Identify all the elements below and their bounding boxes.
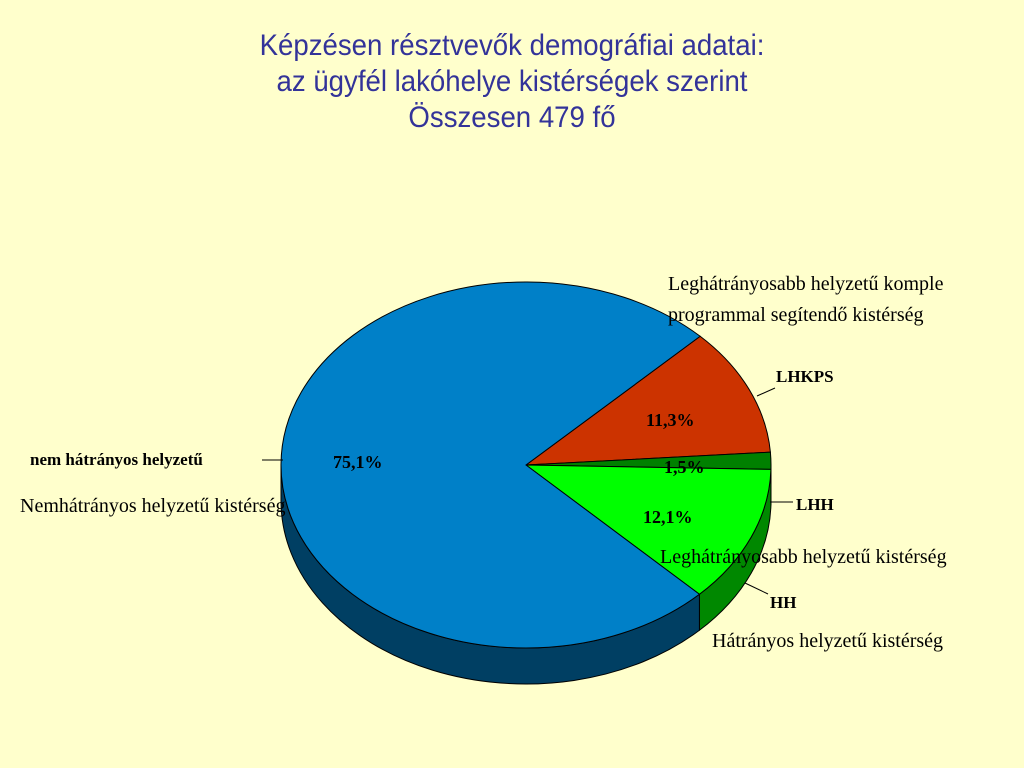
- category-label-lhh: LHH: [796, 495, 834, 514]
- category-label-hh: HH: [770, 593, 796, 612]
- category-label-nem: nem hátrányos helyzetű: [30, 450, 203, 469]
- description-lhkps-line2: programmal segítendő kistérség: [668, 304, 924, 326]
- leader-line-lhkps: [756, 387, 776, 397]
- description-hh: Hátrányos helyzetű kistérség: [712, 630, 943, 652]
- pie-slice-lhkps: [524, 335, 771, 466]
- title-line-2: az ügyfél lakóhelye kistérségek szerint: [276, 65, 748, 98]
- description-nem: Nemhátrányos helyzetű kistérség: [20, 495, 285, 517]
- title-line-3: Összesen 479 fő: [408, 101, 616, 134]
- category-label-lhkps: LHKPS: [776, 367, 834, 386]
- title-line-1: Képzésen résztvevők demográfiai adatai:: [259, 29, 765, 62]
- pie-slices: [280, 281, 772, 649]
- leader-line-hh: [744, 582, 769, 595]
- pie-slice-hh: [524, 464, 772, 595]
- description-lhh: Leghátrányosabb helyzetű kistérség: [660, 546, 947, 568]
- pie-slice-nem: [280, 281, 701, 649]
- value-label-hh: 12,1%: [643, 507, 693, 527]
- description-lhkps-line1: Leghátrányosabb helyzetű komple: [668, 273, 944, 295]
- value-label-lhh: 1,5%: [664, 457, 705, 477]
- value-label-nem: 75,1%: [333, 452, 383, 472]
- value-label-lhkps: 11,3%: [646, 410, 695, 430]
- chart-title: Képzésen résztvevők demográfiai adatai: …: [0, 28, 1024, 136]
